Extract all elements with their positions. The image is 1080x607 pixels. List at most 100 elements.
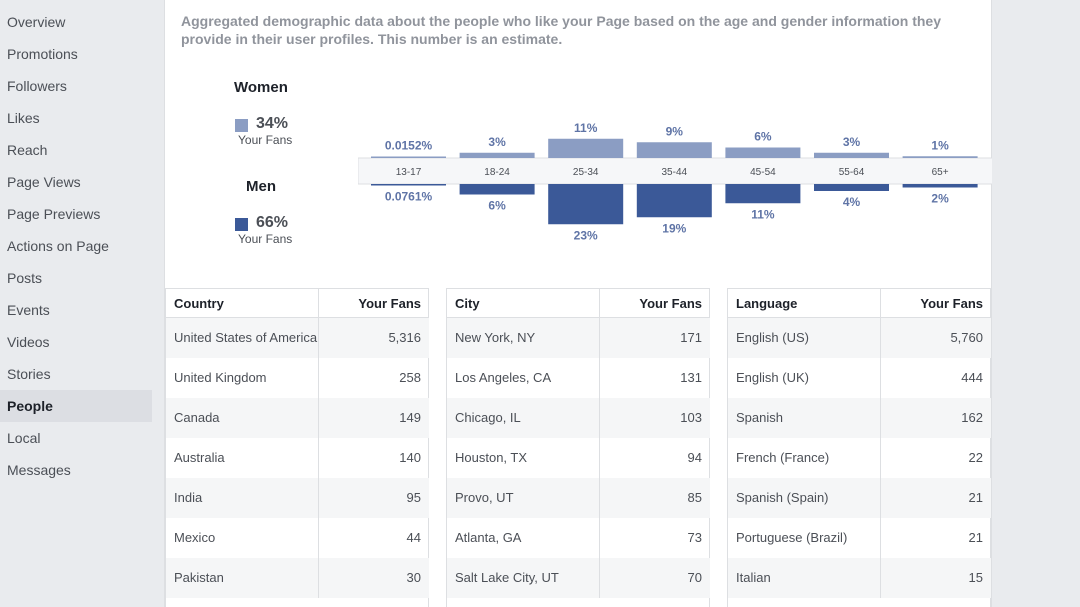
table-row: English (US) 5,760 bbox=[728, 318, 991, 358]
language-table: Language Your Fans English (US) 5,760 Englis… bbox=[727, 288, 991, 607]
language-name-cell: Italian bbox=[728, 558, 881, 598]
sidebar: Overview Promotions Followers Likes Reach Pag… bbox=[0, 0, 164, 607]
city-fans-column-header[interactable]: Your Fans bbox=[600, 288, 710, 318]
table-row: Provo, UT 85 bbox=[447, 478, 710, 518]
language-fans-cell: 22 bbox=[968, 450, 983, 465]
sidebar-item-overview[interactable]: Overview bbox=[7, 14, 66, 30]
women-data-label: 11% bbox=[574, 121, 598, 135]
sidebar-item-stories[interactable]: Stories bbox=[7, 366, 51, 382]
table-row: India 95 bbox=[166, 478, 429, 518]
country-fans-cell: 95 bbox=[406, 490, 421, 505]
age-gender-chart: 13-17 0.0152% 0.0761% 18-24 3% 6% 25-34 11% 23% 3… bbox=[358, 90, 993, 290]
city-fans-cell: 70 bbox=[687, 570, 702, 585]
men-bar-25-34[interactable] bbox=[548, 184, 624, 225]
table-row: United Kingdom 258 bbox=[166, 358, 429, 398]
sidebar-item-likes[interactable]: Likes bbox=[7, 110, 40, 126]
language-fans-cell: 21 bbox=[968, 490, 983, 505]
legend-women-sub: Your Fans bbox=[238, 133, 293, 147]
table-row: Atlanta, GA 73 bbox=[447, 518, 710, 558]
country-fans-cell: 149 bbox=[399, 410, 421, 425]
language-fans-column-header[interactable]: Your Fans bbox=[881, 288, 991, 318]
sidebar-item-events[interactable]: Events bbox=[7, 302, 50, 318]
sidebar-item-local[interactable]: Local bbox=[7, 430, 41, 446]
table-row: Salt Lake City, UT 70 bbox=[447, 558, 710, 598]
table-row: Portuguese (Brazil) 21 bbox=[728, 518, 991, 558]
women-bar-45-54[interactable] bbox=[725, 147, 801, 159]
city-fans-cell: 103 bbox=[680, 410, 702, 425]
table-row: French (France) 22 bbox=[728, 438, 991, 478]
men-bar-18-24[interactable] bbox=[459, 184, 535, 195]
city-name-cell: Chicago, IL bbox=[447, 398, 600, 438]
sidebar-item-videos[interactable]: Videos bbox=[7, 334, 50, 350]
men-bar-55-64[interactable] bbox=[814, 184, 889, 191]
language-name-cell: English (US) bbox=[728, 318, 881, 358]
men-data-label: 19% bbox=[662, 221, 686, 235]
sidebar-item-page-previews[interactable]: Page Previews bbox=[7, 206, 101, 222]
country-name-cell: Australia bbox=[166, 438, 319, 478]
women-data-label: 3% bbox=[488, 135, 506, 149]
sidebar-item-posts[interactable]: Posts bbox=[7, 270, 43, 286]
table-row: Houston, TX 94 bbox=[447, 438, 710, 478]
legend-women-title: Women bbox=[234, 79, 288, 96]
table-row: United States of America 5,316 bbox=[166, 318, 429, 358]
women-bar-25-34[interactable] bbox=[548, 138, 624, 158]
city-name-cell: New York, NY bbox=[447, 318, 600, 358]
table-row: Canada 149 bbox=[166, 398, 429, 438]
table-row: Spanish 162 bbox=[728, 398, 991, 438]
men-bar-13-17[interactable] bbox=[371, 184, 446, 186]
table-row: Australia 140 bbox=[166, 438, 429, 478]
legend-women-swatch bbox=[235, 119, 248, 132]
country-name-cell: United Kingdom bbox=[166, 358, 319, 398]
x-tick-label: 18-24 bbox=[484, 167, 510, 178]
men-bar-65+[interactable] bbox=[902, 184, 978, 188]
women-data-label: 1% bbox=[931, 138, 949, 152]
legend-men-title: Men bbox=[246, 178, 276, 195]
table-row: Pakistan 30 bbox=[166, 558, 429, 598]
country-name-cell: India bbox=[166, 478, 319, 518]
women-data-label: 3% bbox=[843, 135, 861, 149]
language-name-cell: French (France) bbox=[728, 438, 881, 478]
table-row: Italian 15 bbox=[728, 558, 991, 598]
language-name-cell: English (UK) bbox=[728, 358, 881, 398]
language-name-cell: Spanish bbox=[728, 398, 881, 438]
sidebar-item-messages[interactable]: Messages bbox=[7, 462, 71, 478]
legend-women-pct: 34% bbox=[256, 115, 289, 132]
sidebar-item-people[interactable]: People bbox=[0, 390, 152, 422]
women-bar-18-24[interactable] bbox=[459, 152, 535, 158]
sidebar-item-promotions[interactable]: Promotions bbox=[7, 46, 78, 62]
women-bar-35-44[interactable] bbox=[636, 142, 712, 158]
men-bar-45-54[interactable] bbox=[725, 184, 801, 204]
women-bar-55-64[interactable] bbox=[814, 152, 889, 158]
x-tick-label: 55-64 bbox=[839, 167, 865, 178]
country-fans-cell: 44 bbox=[406, 530, 421, 545]
language-fans-cell: 21 bbox=[968, 530, 983, 545]
language-name-cell: Portuguese (Brazil) bbox=[728, 518, 881, 558]
language-fans-cell: 15 bbox=[968, 570, 983, 585]
country-table: Country Your Fans United States of America… bbox=[165, 288, 429, 607]
city-name-cell: Provo, UT bbox=[447, 478, 600, 518]
women-bar-65+[interactable] bbox=[902, 156, 978, 158]
men-data-label: 6% bbox=[488, 199, 506, 213]
language-column-header[interactable]: Language bbox=[728, 288, 881, 318]
sidebar-item-actions-on-page[interactable]: Actions on Page bbox=[7, 238, 109, 254]
men-bar-35-44[interactable] bbox=[636, 184, 712, 218]
main-panel: Aggregated demographic data about the pe… bbox=[164, 0, 993, 607]
women-data-label: 0.0152% bbox=[385, 139, 433, 153]
city-fans-cell: 171 bbox=[680, 330, 702, 345]
women-bar-13-17[interactable] bbox=[371, 156, 446, 159]
language-fans-cell: 162 bbox=[961, 410, 983, 425]
men-data-label: 11% bbox=[751, 207, 775, 221]
right-gutter bbox=[992, 0, 1080, 607]
city-column-header[interactable]: City bbox=[447, 288, 600, 318]
country-column-header[interactable]: Country bbox=[166, 288, 319, 318]
women-data-label: 6% bbox=[754, 130, 772, 144]
country-name-cell: Pakistan bbox=[166, 558, 319, 598]
sidebar-item-followers[interactable]: Followers bbox=[7, 78, 67, 94]
men-data-label: 23% bbox=[574, 228, 598, 242]
age-gender-chart-svg: 13-17 0.0152% 0.0761% 18-24 3% 6% 25-34 11% 23% 3… bbox=[358, 121, 993, 242]
country-fans-column-header[interactable]: Your Fans bbox=[319, 288, 429, 318]
legend-men-sub: Your Fans bbox=[238, 232, 293, 246]
country-fans-cell: 258 bbox=[399, 370, 421, 385]
sidebar-item-page-views[interactable]: Page Views bbox=[7, 174, 81, 190]
sidebar-item-reach[interactable]: Reach bbox=[7, 142, 48, 158]
